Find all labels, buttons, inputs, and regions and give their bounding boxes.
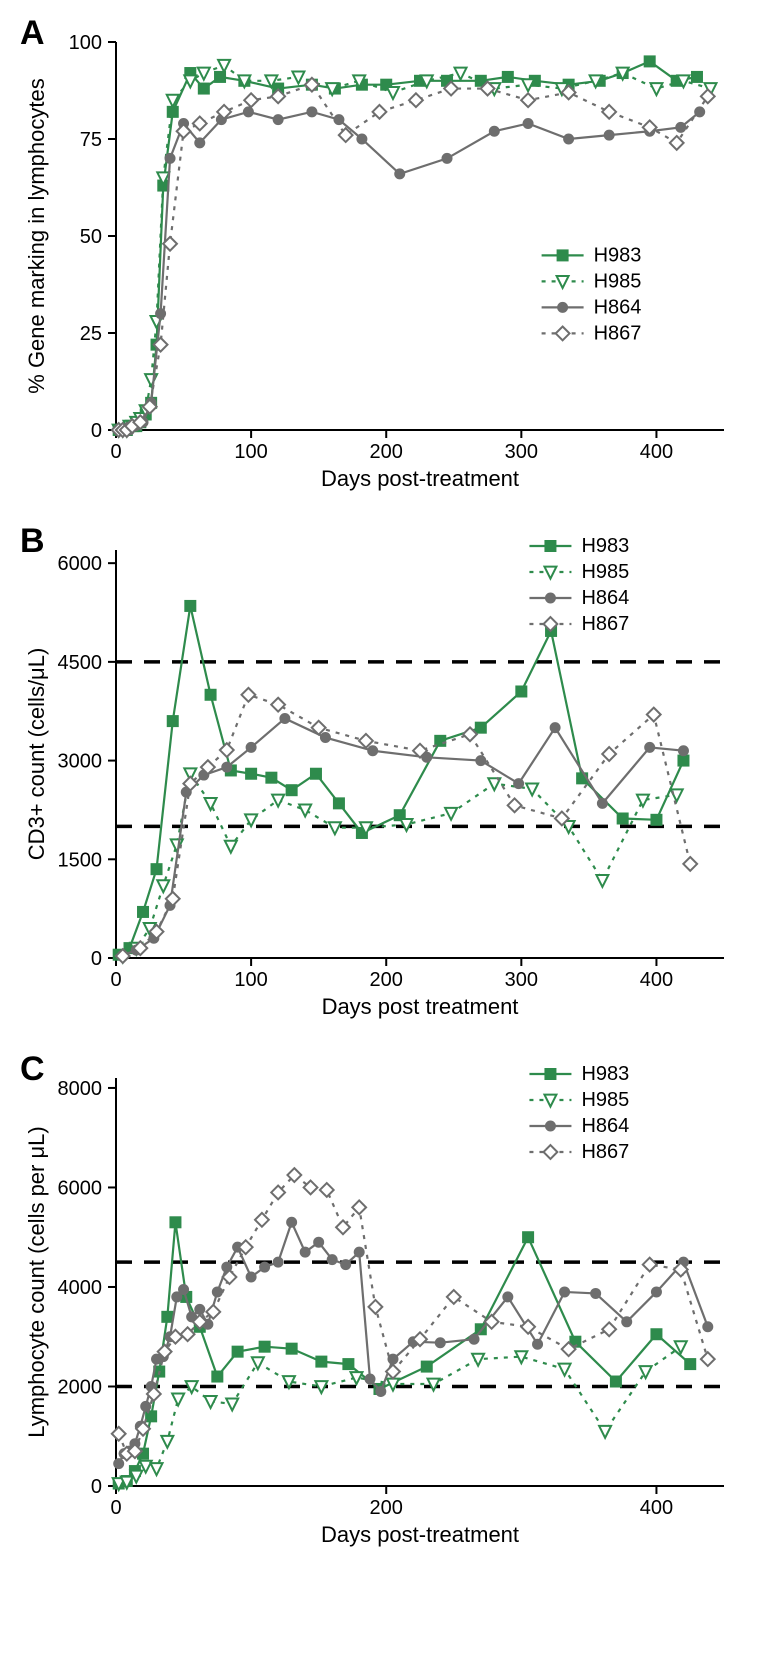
svg-text:H864: H864 xyxy=(581,587,629,609)
svg-text:3000: 3000 xyxy=(58,751,103,773)
svg-text:H983: H983 xyxy=(581,1063,629,1085)
svg-text:CD3+ count (cells/μL): CD3+ count (cells/μL) xyxy=(24,648,49,861)
panel-label: B xyxy=(20,522,45,561)
svg-text:100: 100 xyxy=(69,32,102,54)
svg-text:0: 0 xyxy=(91,1476,102,1498)
svg-text:H985: H985 xyxy=(581,1089,629,1111)
svg-text:100: 100 xyxy=(234,441,267,463)
svg-text:75: 75 xyxy=(80,129,102,151)
svg-text:Lymphocyte count (cells per μ: Lymphocyte count (cells per μL) xyxy=(24,1126,49,1437)
panel-B: B010020030040001500300045006000Days post… xyxy=(20,528,740,1028)
svg-text:200: 200 xyxy=(370,1497,403,1519)
svg-text:0: 0 xyxy=(91,420,102,442)
svg-text:H864: H864 xyxy=(594,296,642,318)
svg-text:200: 200 xyxy=(370,441,403,463)
svg-text:0: 0 xyxy=(91,948,102,970)
svg-text:50: 50 xyxy=(80,226,102,248)
svg-text:6000: 6000 xyxy=(58,553,103,575)
svg-text:Days post-treatment: Days post-treatment xyxy=(321,466,519,491)
svg-text:300: 300 xyxy=(505,441,538,463)
svg-text:400: 400 xyxy=(640,441,673,463)
panel-C: C020040002000400060008000Days post-treat… xyxy=(20,1056,740,1556)
svg-text:6000: 6000 xyxy=(58,1177,103,1199)
svg-text:25: 25 xyxy=(80,323,102,345)
svg-text:300: 300 xyxy=(505,969,538,991)
svg-text:2000: 2000 xyxy=(58,1376,103,1398)
svg-text:H867: H867 xyxy=(581,1141,629,1163)
chart-A: 0 100 200 300 400 0 25 50 75 100 Days post-treatme… xyxy=(20,20,740,500)
svg-text:0: 0 xyxy=(110,969,121,991)
chart-C: 020040002000400060008000Days post-treatm… xyxy=(20,1056,740,1556)
panel-label: A xyxy=(20,14,45,53)
svg-text:8000: 8000 xyxy=(58,1078,103,1100)
svg-text:H985: H985 xyxy=(594,270,642,292)
svg-text:Days post treatment: Days post treatment xyxy=(322,994,519,1019)
svg-text:1500: 1500 xyxy=(58,849,103,871)
svg-text:H867: H867 xyxy=(594,322,642,344)
svg-text:400: 400 xyxy=(640,1497,673,1519)
panel-label: C xyxy=(20,1050,45,1089)
svg-text:H983: H983 xyxy=(581,535,629,557)
svg-text:400: 400 xyxy=(640,969,673,991)
svg-text:200: 200 xyxy=(370,969,403,991)
svg-text:H867: H867 xyxy=(581,613,629,635)
svg-text:% Gene marking in lymphocytes: % Gene marking in lymphocytes xyxy=(24,78,49,393)
svg-text:100: 100 xyxy=(234,969,267,991)
chart-B: 0 100 200 300 400 0 1500 3000 4500 6000 Days post … xyxy=(20,528,740,1028)
svg-text:4000: 4000 xyxy=(58,1277,103,1299)
svg-text:0: 0 xyxy=(110,1497,121,1519)
svg-text:H983: H983 xyxy=(594,244,642,266)
panel-A: A01002003004000255075100Days post-treatm… xyxy=(20,20,740,500)
svg-text:Days post-treatment: Days post-treatment xyxy=(321,1522,519,1547)
svg-text:H985: H985 xyxy=(581,561,629,583)
svg-text:H864: H864 xyxy=(581,1115,629,1137)
svg-text:0: 0 xyxy=(110,441,121,463)
svg-text:4500: 4500 xyxy=(58,652,103,674)
